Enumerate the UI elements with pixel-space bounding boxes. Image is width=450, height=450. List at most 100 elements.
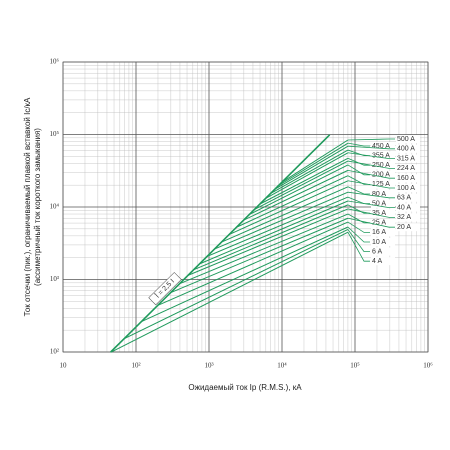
leader-line <box>347 221 370 233</box>
fuse-curve <box>229 180 349 235</box>
y-tick-label: 10⁵ <box>50 130 60 138</box>
legend-bg <box>396 223 420 232</box>
legend-bg <box>396 174 420 183</box>
legend-label: 6 A <box>372 248 382 255</box>
x-tick-label: 10² <box>131 362 140 370</box>
legend-label: 160 A <box>397 175 415 182</box>
legend-bg <box>371 257 395 266</box>
leader-line <box>347 157 370 166</box>
leader-line <box>347 142 370 147</box>
fuse-curve <box>124 229 349 339</box>
legend-bg <box>396 203 420 212</box>
legend-bg <box>371 161 395 170</box>
legend-bg <box>396 154 420 163</box>
fuse-curve <box>265 152 349 199</box>
fuse-curve <box>188 208 349 276</box>
fuse-curve <box>207 196 349 257</box>
x-tick-label: 10³ <box>204 362 213 370</box>
fuse-curve <box>274 145 349 190</box>
legend-label: 315 A <box>397 155 415 162</box>
legend-label: 80 A <box>372 191 386 198</box>
x-tick-label: 10⁴ <box>277 362 287 370</box>
fuse-curve <box>170 217 349 294</box>
y-axis-label: Ток отсечки (пик.), ограничиваемый плавк… <box>23 97 32 316</box>
legend-bg <box>371 218 395 227</box>
fuse-curve <box>281 139 349 183</box>
leader-line <box>347 217 395 228</box>
legend-label: 35 A <box>372 210 386 217</box>
legend-label: 40 A <box>397 204 411 211</box>
leader-line <box>347 138 395 141</box>
legend-bg <box>371 238 395 246</box>
legend-bg <box>371 199 395 208</box>
legend-bg <box>371 247 395 256</box>
fuse-curve <box>141 226 349 322</box>
y-tick-label: 10⁶ <box>50 58 60 66</box>
fuse-curve <box>278 142 349 186</box>
fuse-curve <box>243 169 349 221</box>
leader-line <box>347 160 395 169</box>
x-tick-label: 10⁵ <box>350 362 360 370</box>
legend-label: 4 A <box>372 258 382 265</box>
fuse-curve <box>221 186 349 243</box>
leader-line <box>347 191 395 199</box>
fuse-curve <box>157 221 349 306</box>
y-tick-label: 10⁴ <box>50 203 60 211</box>
y-tick-label: 10² <box>50 348 59 356</box>
fuse-curve <box>249 164 349 215</box>
legend-bg <box>371 228 395 237</box>
fuse-curve <box>259 157 349 205</box>
legend-bg <box>396 135 420 143</box>
legend-bg <box>371 151 395 160</box>
legend-bg <box>396 193 420 202</box>
leader-line <box>347 169 395 179</box>
legend-bg <box>371 190 395 198</box>
leader-line <box>347 145 395 150</box>
fuse-curve <box>270 149 349 194</box>
legend-label: 20 A <box>397 224 411 231</box>
leader-line <box>347 200 395 208</box>
legend-label: 100 A <box>397 185 415 192</box>
legend-bg <box>396 144 420 153</box>
legend-bg <box>371 170 395 179</box>
legend-label: 32 A <box>397 214 411 221</box>
legend-label: 450 A <box>372 143 390 150</box>
legend-label: 16 A <box>372 229 386 236</box>
legend-bg <box>396 184 420 192</box>
fuse-curve <box>199 200 349 265</box>
leader-line <box>347 226 370 243</box>
legend-label: 63 A <box>397 195 411 202</box>
legend-bg <box>371 180 395 189</box>
legend-label: 10 A <box>372 239 386 246</box>
fuse-curve <box>179 213 349 284</box>
legend-label: 125 A <box>372 181 390 188</box>
legend-bg <box>371 209 395 218</box>
y-tick-label: 10³ <box>50 275 59 283</box>
fuse-curve <box>110 231 349 353</box>
fuse-curve <box>236 175 349 228</box>
leader-line <box>347 229 370 252</box>
legend-label: 400 A <box>397 146 415 153</box>
legend-label: 224 A <box>397 165 415 172</box>
legend-bg <box>371 142 395 150</box>
fuse-curve <box>214 191 349 250</box>
legend-bg <box>396 164 420 173</box>
leader-line <box>347 164 370 176</box>
legend-label: 25 A <box>372 220 386 227</box>
leader-line <box>347 152 395 159</box>
x-tick-label: 10 <box>60 362 68 370</box>
legend-label: 50 A <box>372 200 386 207</box>
fuse-curve <box>193 204 349 271</box>
fuse-curve <box>254 160 349 210</box>
legend-label: 250 A <box>372 162 390 169</box>
legend-bg <box>396 213 420 222</box>
legend-label: 355 A <box>372 152 390 159</box>
peak-line <box>110 134 331 353</box>
leader-line <box>347 231 370 262</box>
leader-line <box>347 208 395 218</box>
annotation-box <box>148 272 182 306</box>
leader-line <box>347 180 395 189</box>
x-axis-label: Ожидаемый ток Ip (R.M.S.), кА <box>188 383 302 392</box>
x-tick-label: 10⁶ <box>423 362 433 370</box>
